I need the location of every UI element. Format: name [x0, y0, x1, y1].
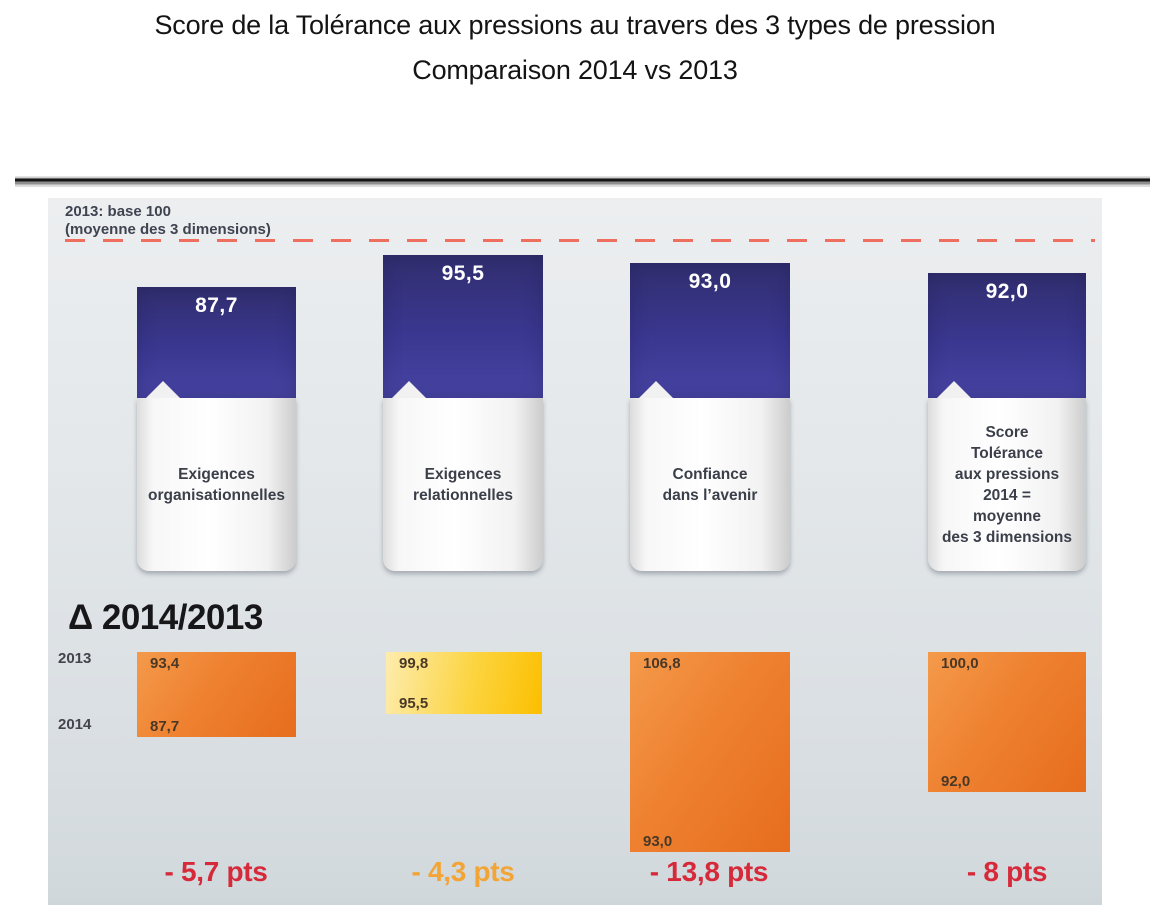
notch-arrow-icon — [146, 381, 180, 398]
bar-segment-2014-score: 92,0 — [928, 273, 1086, 398]
value-2013: 93,4 — [150, 655, 180, 672]
value-2014: 87,7 — [150, 718, 180, 735]
baseline-note: 2013: base 100 (moyenne des 3 dimensions… — [65, 203, 271, 239]
value-2013: 100,0 — [941, 655, 979, 672]
bar-label-panel: Exigences organisationnelles — [137, 381, 296, 571]
delta-points-label-4: - 8 pts — [966, 856, 1048, 887]
score-value: 87,7 — [195, 294, 238, 317]
notch-arrow-icon — [639, 381, 673, 398]
chart-title: Score de la Tolérance aux pressions au t… — [0, 4, 1150, 87]
delta-box-score-tolerance: 100,0 92,0 — [928, 652, 1086, 792]
dimension-label: Confiance dans l’avenir — [662, 465, 758, 504]
value-2014: 95,5 — [399, 695, 429, 712]
delta-box-confiance-dans-lavenir: 106,8 93,0 — [630, 652, 790, 852]
notch-arrow-icon — [392, 381, 426, 398]
bar-segment-2014-score: 87,7 — [137, 287, 296, 398]
value-2014: 92,0 — [941, 773, 971, 790]
score-value: 95,5 — [441, 262, 485, 285]
row-label-2013: 2013 — [58, 650, 92, 667]
bar-segment-2014-score: 95,5 — [383, 255, 543, 398]
baseline-note-line2: (moyenne des 3 dimensions) — [65, 221, 271, 238]
bar-label-panel: Exigences relationnelles — [383, 381, 543, 571]
bar-exigences-organisationnelles: 87,7 Exigences organisationnelles — [137, 198, 296, 905]
delta-points-label-2: - 4,3 pts — [411, 856, 515, 887]
dimension-label: Exigences relationnelles — [413, 465, 513, 504]
score-value: 92,0 — [985, 280, 1029, 303]
baseline-note-line1: 2013: base 100 — [65, 203, 171, 220]
notch-arrow-icon — [937, 381, 971, 398]
chart-canvas: 2013: base 100 (moyenne des 3 dimensions… — [48, 198, 1102, 905]
bar-exigences-relationnelles: 95,5 Exigences relationnelles — [383, 198, 543, 905]
value-2013: 106,8 — [643, 655, 681, 672]
bar-confiance-dans-lavenir: 93,0 Confiance dans l’avenir — [630, 198, 790, 905]
title-line-2: Comparaison 2014 vs 2013 — [412, 55, 738, 85]
value-2014: 93,0 — [643, 833, 673, 850]
horizontal-divider — [15, 176, 1150, 187]
bar-label-panel: Confiance dans l’avenir — [630, 381, 790, 571]
title-line-1: Score de la Tolérance aux pressions au t… — [154, 10, 996, 40]
baseline-100-dashed-line — [65, 239, 1095, 242]
value-2013: 99,8 — [399, 655, 429, 672]
delta-points-label-1: - 5,7 pts — [164, 856, 268, 887]
delta-box-exigences-relationnelles: 99,8 95,5 — [386, 652, 542, 714]
delta-heading: Δ 2014/2013 — [68, 598, 263, 637]
delta-points-label-3: - 13,8 pts — [649, 856, 769, 887]
bar-segment-2014-score: 93,0 — [630, 263, 790, 398]
delta-box-exigences-organisationnelles: 93,4 87,7 — [137, 652, 296, 737]
dimension-label: Score Tolérance aux pressions 2014 = moy… — [941, 423, 1073, 546]
dimension-label: Exigences organisationnelles — [148, 465, 285, 504]
score-value: 93,0 — [688, 270, 732, 293]
bar-score-tolerance-moyenne: 92,0 Score Tolérance aux pressions 2014 … — [928, 198, 1086, 905]
bar-label-panel: Score Tolérance aux pressions 2014 = moy… — [928, 381, 1086, 571]
row-label-2014: 2014 — [58, 716, 92, 733]
